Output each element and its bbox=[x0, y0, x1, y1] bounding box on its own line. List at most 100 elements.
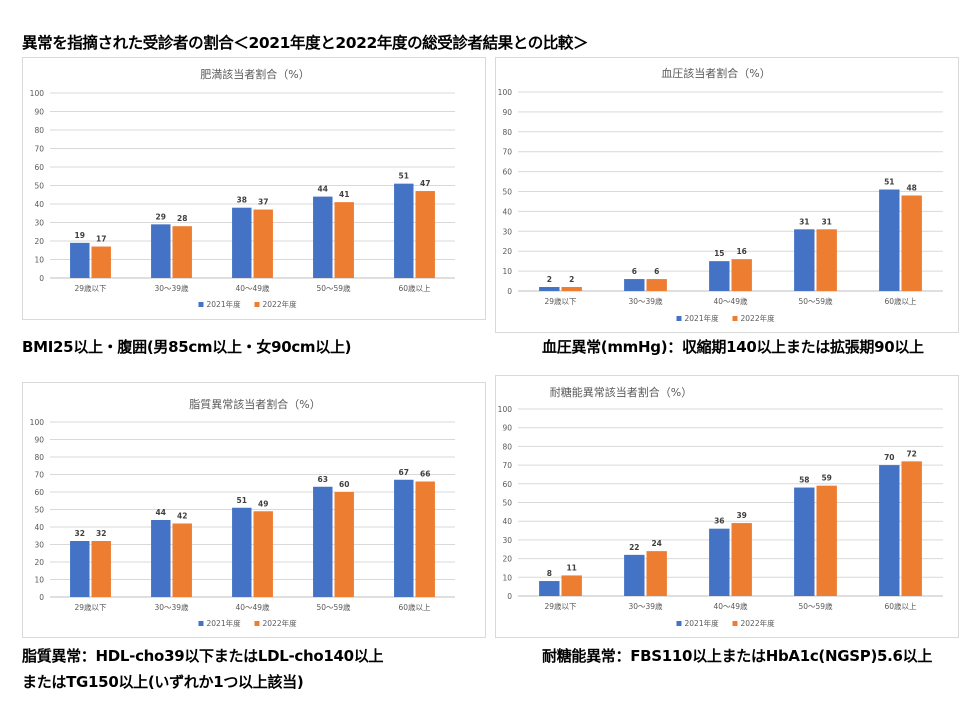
data-label: 72 bbox=[906, 449, 916, 458]
data-label: 24 bbox=[651, 539, 661, 548]
legend-label: 2021年度 bbox=[685, 313, 720, 323]
y-tick-label: 50 bbox=[34, 182, 44, 191]
data-label: 60 bbox=[339, 480, 349, 489]
chart-panel-obesity: 肥満該当者割合（%） 0 10 20 30 40 50 60 70 80 90 100 19 17 29歳以… bbox=[22, 57, 486, 320]
bar-2022 bbox=[901, 461, 922, 596]
legend-swatch bbox=[198, 302, 204, 307]
bar-2022 bbox=[253, 511, 273, 597]
data-label: 32 bbox=[96, 529, 106, 538]
bar-2022 bbox=[334, 202, 354, 278]
data-label: 29 bbox=[156, 212, 166, 221]
data-label: 51 bbox=[884, 178, 894, 187]
bar-2022 bbox=[646, 279, 667, 291]
data-label: 16 bbox=[736, 247, 746, 256]
legend-label: 2021年度 bbox=[207, 618, 242, 628]
bar-2021 bbox=[70, 541, 90, 597]
y-tick-label: 90 bbox=[502, 108, 512, 117]
x-tick-label: 60歳以上 bbox=[398, 602, 431, 612]
caption-lipid-line1: 脂質異常：HDL-cho39以下またはLDL-cho140以上 bbox=[22, 647, 384, 665]
chart-glucose: 耐糖能異常該当者割合（%） 0 10 20 30 40 50 60 70 80 90 100 8 11 29… bbox=[498, 385, 943, 628]
data-label: 51 bbox=[399, 172, 409, 181]
y-tick-label: 70 bbox=[34, 145, 44, 154]
y-tick-label: 60 bbox=[502, 480, 512, 489]
legend-label: 2021年度 bbox=[207, 299, 242, 309]
bar-2022 bbox=[334, 492, 354, 597]
y-tick-label: 40 bbox=[34, 200, 44, 209]
y-tick-label: 60 bbox=[34, 163, 44, 172]
data-label: 58 bbox=[799, 476, 809, 485]
y-tick-label: 30 bbox=[502, 536, 512, 545]
data-label: 49 bbox=[258, 499, 268, 508]
y-tick-label: 40 bbox=[502, 517, 512, 526]
y-tick-label: 70 bbox=[502, 148, 512, 157]
legend-swatch bbox=[254, 302, 260, 307]
data-label: 15 bbox=[714, 249, 724, 258]
bar-2021 bbox=[394, 183, 414, 278]
x-tick-label: 40～49歳 bbox=[713, 601, 748, 611]
y-tick-label: 80 bbox=[502, 128, 512, 137]
x-tick-label: 29歳以下 bbox=[544, 601, 577, 611]
data-label: 47 bbox=[420, 179, 430, 188]
chart-obesity: 肥満該当者割合（%） 0 10 20 30 40 50 60 70 80 90 100 19 17 29歳以… bbox=[30, 67, 455, 309]
bar-2021 bbox=[232, 507, 252, 597]
data-label: 37 bbox=[258, 198, 268, 207]
chart-panel-blood-pressure: 血圧該当者割合（%） 0 10 20 30 40 50 60 70 80 90 100 2 2 29歳以下 6… bbox=[495, 57, 959, 333]
legend-swatch bbox=[254, 621, 260, 626]
bar-2021 bbox=[794, 229, 815, 291]
x-tick-label: 30～39歳 bbox=[154, 602, 189, 612]
y-tick-label: 30 bbox=[34, 541, 44, 550]
x-tick-label: 30～39歳 bbox=[628, 601, 663, 611]
legend-label: 2021年度 bbox=[685, 618, 720, 628]
y-tick-label: 20 bbox=[34, 237, 44, 246]
bar-2022 bbox=[415, 481, 435, 597]
y-tick-label: 20 bbox=[502, 247, 512, 256]
data-label: 44 bbox=[318, 185, 328, 194]
legend-label: 2022年度 bbox=[263, 299, 298, 309]
bar-2022 bbox=[172, 523, 192, 597]
caption-obesity: BMI25以上・腹囲(男85cm以上・女90cm以上) bbox=[22, 338, 352, 356]
y-tick-label: 10 bbox=[502, 267, 512, 276]
chart-panel-lipid: 脂質異常該当者割合（%） 0 10 20 30 40 50 60 70 80 90 100 32 32 29… bbox=[22, 382, 486, 638]
page-title: 異常を指摘された受診者の割合＜2021年度と2022年度の総受診者結果との比較＞ bbox=[22, 34, 589, 52]
bar-2021 bbox=[879, 189, 900, 291]
chart-title: 血圧該当者割合（%） bbox=[661, 66, 770, 80]
data-label: 6 bbox=[654, 267, 659, 276]
data-label: 6 bbox=[632, 267, 637, 276]
legend-swatch bbox=[198, 621, 204, 626]
y-tick-label: 100 bbox=[498, 405, 513, 414]
chart-title: 耐糖能異常該当者割合（%） bbox=[550, 385, 692, 399]
data-label: 31 bbox=[821, 217, 831, 226]
bar-2022 bbox=[731, 259, 752, 291]
chart-blood-pressure: 血圧該当者割合（%） 0 10 20 30 40 50 60 70 80 90 100 2 2 29歳以下 6… bbox=[498, 66, 943, 323]
bar-2021 bbox=[70, 242, 90, 278]
data-label: 38 bbox=[237, 196, 247, 205]
data-label: 17 bbox=[96, 235, 106, 244]
x-tick-label: 60歳以上 bbox=[884, 296, 917, 306]
y-tick-label: 50 bbox=[502, 188, 512, 197]
x-tick-label: 40～49歳 bbox=[713, 296, 748, 306]
y-tick-label: 0 bbox=[507, 287, 512, 296]
chart-panel-glucose: 耐糖能異常該当者割合（%） 0 10 20 30 40 50 60 70 80 90 100 8 11 29… bbox=[495, 375, 959, 638]
data-label: 44 bbox=[156, 508, 166, 517]
bar-2022 bbox=[816, 229, 837, 291]
bar-2021 bbox=[232, 207, 252, 278]
x-tick-label: 60歳以上 bbox=[398, 283, 431, 293]
y-tick-label: 10 bbox=[502, 573, 512, 582]
bar-2022 bbox=[646, 551, 667, 596]
x-tick-label: 29歳以下 bbox=[74, 283, 107, 293]
y-tick-label: 90 bbox=[34, 436, 44, 445]
data-label: 31 bbox=[799, 217, 809, 226]
data-label: 66 bbox=[420, 470, 430, 479]
caption-glucose: 耐糖能異常：FBS110以上またはHbA1c(NGSP)5.6以上 bbox=[542, 647, 933, 665]
data-label: 2 bbox=[569, 275, 574, 284]
y-tick-label: 70 bbox=[34, 471, 44, 480]
y-tick-label: 30 bbox=[34, 219, 44, 228]
x-tick-label: 60歳以上 bbox=[884, 601, 917, 611]
bar-2021 bbox=[313, 196, 333, 278]
x-tick-label: 50～59歳 bbox=[798, 601, 833, 611]
bar-2021 bbox=[709, 261, 730, 291]
data-label: 8 bbox=[547, 569, 552, 578]
y-tick-label: 100 bbox=[30, 89, 45, 98]
bar-2021 bbox=[624, 279, 645, 291]
data-label: 39 bbox=[736, 511, 746, 520]
